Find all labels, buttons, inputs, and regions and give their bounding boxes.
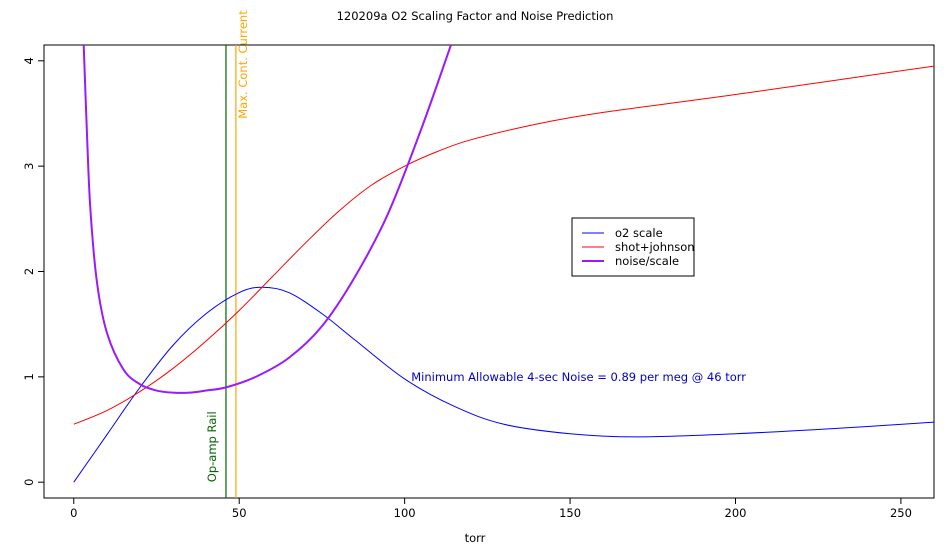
- y-tick-label: 3: [22, 162, 36, 169]
- legend-label: o2 scale: [615, 226, 663, 240]
- x-axis-label: torr: [465, 531, 486, 545]
- reference-line-labels: Op-amp Rail Max. Cont. Current: [205, 10, 250, 482]
- y-tick-label: 2: [22, 268, 36, 275]
- y-tick-label: 1: [22, 373, 36, 380]
- x-tick-label: 0: [70, 506, 77, 520]
- x-tick-label: 100: [394, 506, 416, 520]
- x-tick-label: 150: [559, 506, 581, 520]
- series-layer: [73, 45, 934, 483]
- reference-lines: [225, 45, 237, 498]
- x-tick-label: 250: [890, 506, 912, 520]
- y-axis: 0 1 2 3 4: [22, 57, 44, 486]
- legend-label: shot+johnson: [615, 240, 695, 254]
- series-line: [82, 45, 452, 394]
- series-line: [73, 286, 934, 483]
- reference-line-label: Max. Cont. Current: [236, 10, 250, 119]
- reference-line-label: Op-amp Rail: [205, 411, 219, 482]
- chart-title: 120209a O2 Scaling Factor and Noise Pred…: [337, 9, 614, 23]
- y-tick-label: 4: [22, 57, 36, 64]
- x-tick-label: 200: [725, 506, 747, 520]
- series-line: [73, 65, 934, 425]
- x-axis: 0 50 100 150 200 250: [70, 498, 912, 520]
- legend-label: noise/scale: [615, 254, 679, 268]
- y-tick-label: 0: [22, 479, 36, 486]
- x-tick-label: 50: [232, 506, 247, 520]
- minimum-noise-annotation: Minimum Allowable 4-sec Noise = 0.89 per…: [411, 370, 746, 384]
